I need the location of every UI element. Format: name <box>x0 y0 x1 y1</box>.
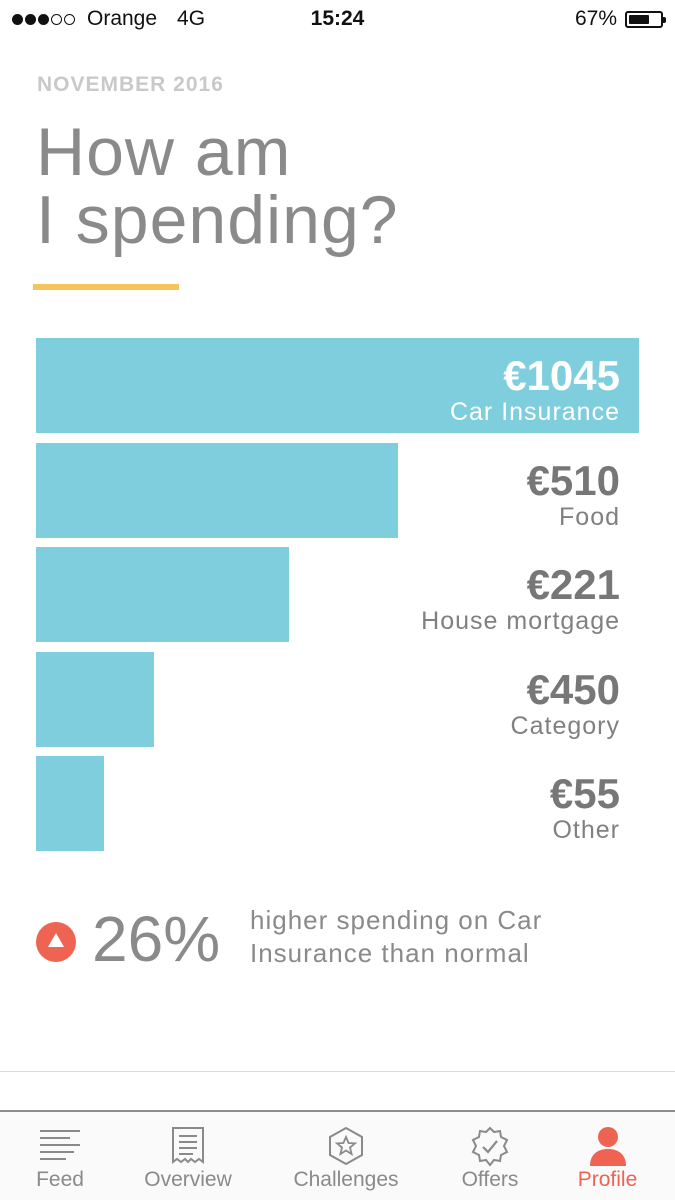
check-badge-icon <box>469 1126 511 1173</box>
bar-label: €510 Food <box>526 457 620 532</box>
signal-dot <box>51 13 62 25</box>
insight-line-1: higher spending on Car <box>250 905 543 935</box>
chart-bar <box>36 338 639 433</box>
tab-challenges[interactable]: Challenges <box>280 1112 412 1200</box>
feed-icon <box>38 1126 82 1167</box>
bar-category-label: Other <box>552 816 620 844</box>
title-line-1: How am <box>36 114 292 190</box>
tab-bar: Feed Overview Challenges Offers Profile <box>0 1110 675 1200</box>
bar-value-label: €510 <box>526 457 620 504</box>
tab-label: Overview <box>144 1168 232 1191</box>
chart-bar <box>36 652 154 747</box>
chart-bar <box>36 547 289 642</box>
page-title: How am I spending? <box>36 118 636 254</box>
signal-dot <box>38 13 49 25</box>
title-accent-divider <box>33 284 179 290</box>
tab-label: Challenges <box>293 1168 399 1191</box>
battery-fill <box>629 14 650 24</box>
network-type: 4G <box>177 7 206 30</box>
chart-bar <box>36 756 104 851</box>
month-label: NOVEMBER 2016 <box>37 73 224 96</box>
signal-dot <box>64 13 75 25</box>
status-bar: Orange 4G 15:24 67% <box>0 0 675 40</box>
signal-strength-icon <box>12 13 75 25</box>
divider <box>0 1071 675 1072</box>
bar-value-label: €221 <box>526 561 620 608</box>
spending-insight: 26% higher spending on Car Insurance tha… <box>36 900 656 980</box>
insight-line-2: Insurance than normal <box>250 938 530 968</box>
signal-dot <box>25 13 36 25</box>
tab-label: Profile <box>577 1168 638 1191</box>
chart-bar <box>36 443 398 538</box>
tab-offers[interactable]: Offers <box>440 1112 540 1200</box>
bar-value-label: €55 <box>549 770 620 817</box>
battery-icon <box>625 10 666 28</box>
status-left: Orange 4G <box>12 7 205 31</box>
status-right: 67% <box>574 7 666 31</box>
tab-label: Offers <box>461 1168 519 1191</box>
bar-value-label: €1045 <box>503 352 620 399</box>
bar-category-label: Category <box>510 712 620 740</box>
tab-profile[interactable]: Profile <box>560 1112 655 1200</box>
insight-text: higher spending on Car Insurance than no… <box>250 904 580 970</box>
star-badge-icon <box>326 1126 366 1171</box>
status-time: 15:24 <box>310 7 365 30</box>
bar-label: €55 Other <box>549 770 620 845</box>
bar-label: €450 Category <box>510 666 620 741</box>
bar-category-label: Car Insurance <box>449 398 620 426</box>
person-icon <box>588 1126 628 1173</box>
tab-label: Feed <box>36 1168 84 1191</box>
carrier-name: Orange <box>87 7 158 30</box>
bar-category-label: House mortgage <box>421 607 620 635</box>
insight-percent: 26% <box>92 903 221 975</box>
tab-feed[interactable]: Feed <box>0 1112 120 1200</box>
title-line-2: I spending? <box>36 182 399 258</box>
bar-label: €221 House mortgage <box>421 561 620 636</box>
tab-overview[interactable]: Overview <box>128 1112 248 1200</box>
bar-category-label: Food <box>559 503 620 531</box>
bar-label: €1045 Car Insurance <box>449 352 620 427</box>
receipt-icon <box>170 1126 206 1171</box>
signal-dot <box>12 13 23 25</box>
bar-value-label: €450 <box>526 666 620 713</box>
arrow-up-icon <box>36 922 76 962</box>
battery-percent: 67% <box>574 7 617 30</box>
